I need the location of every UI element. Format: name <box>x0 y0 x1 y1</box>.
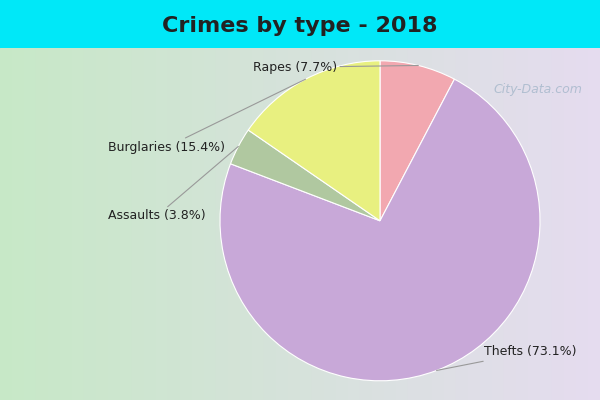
Bar <box>360 48 372 400</box>
Bar <box>480 48 492 400</box>
Bar <box>168 48 180 400</box>
Wedge shape <box>230 130 380 221</box>
Bar <box>276 48 288 400</box>
Bar <box>564 48 576 400</box>
Bar <box>300 48 312 400</box>
Bar <box>444 48 456 400</box>
Bar <box>72 48 84 400</box>
Bar <box>576 48 588 400</box>
Bar <box>240 48 252 400</box>
Bar <box>60 48 72 400</box>
Bar <box>228 48 240 400</box>
Wedge shape <box>248 61 380 221</box>
Bar <box>432 48 444 400</box>
Bar <box>540 48 552 400</box>
Bar <box>180 48 192 400</box>
Bar <box>252 48 264 400</box>
Bar <box>24 48 36 400</box>
Bar <box>156 48 168 400</box>
Bar <box>492 48 504 400</box>
Text: Thefts (73.1%): Thefts (73.1%) <box>437 346 577 370</box>
Bar <box>144 48 156 400</box>
Bar <box>456 48 468 400</box>
Text: Assaults (3.8%): Assaults (3.8%) <box>108 146 238 222</box>
Bar <box>408 48 420 400</box>
Bar <box>336 48 348 400</box>
Bar <box>120 48 132 400</box>
Bar <box>504 48 516 400</box>
Bar <box>552 48 564 400</box>
Text: Burglaries (15.4%): Burglaries (15.4%) <box>108 79 305 154</box>
Bar <box>12 48 24 400</box>
Bar <box>0 48 12 400</box>
Bar <box>108 48 120 400</box>
Bar <box>36 48 48 400</box>
Bar <box>396 48 408 400</box>
Bar <box>192 48 204 400</box>
Bar <box>348 48 360 400</box>
Bar <box>96 48 108 400</box>
Bar <box>216 48 228 400</box>
Bar <box>324 48 336 400</box>
Bar <box>588 48 600 400</box>
Bar <box>420 48 432 400</box>
Bar <box>468 48 480 400</box>
Bar <box>516 48 528 400</box>
Bar <box>288 48 300 400</box>
Bar <box>204 48 216 400</box>
Bar <box>384 48 396 400</box>
Text: City-Data.com: City-Data.com <box>493 83 582 96</box>
Text: Crimes by type - 2018: Crimes by type - 2018 <box>162 16 438 36</box>
Bar <box>528 48 540 400</box>
Text: Rapes (7.7%): Rapes (7.7%) <box>253 61 418 74</box>
Wedge shape <box>220 79 540 381</box>
Bar <box>372 48 384 400</box>
Bar <box>132 48 144 400</box>
Bar <box>84 48 96 400</box>
Bar <box>312 48 324 400</box>
Bar <box>48 48 60 400</box>
Bar <box>264 48 276 400</box>
Wedge shape <box>380 61 454 221</box>
